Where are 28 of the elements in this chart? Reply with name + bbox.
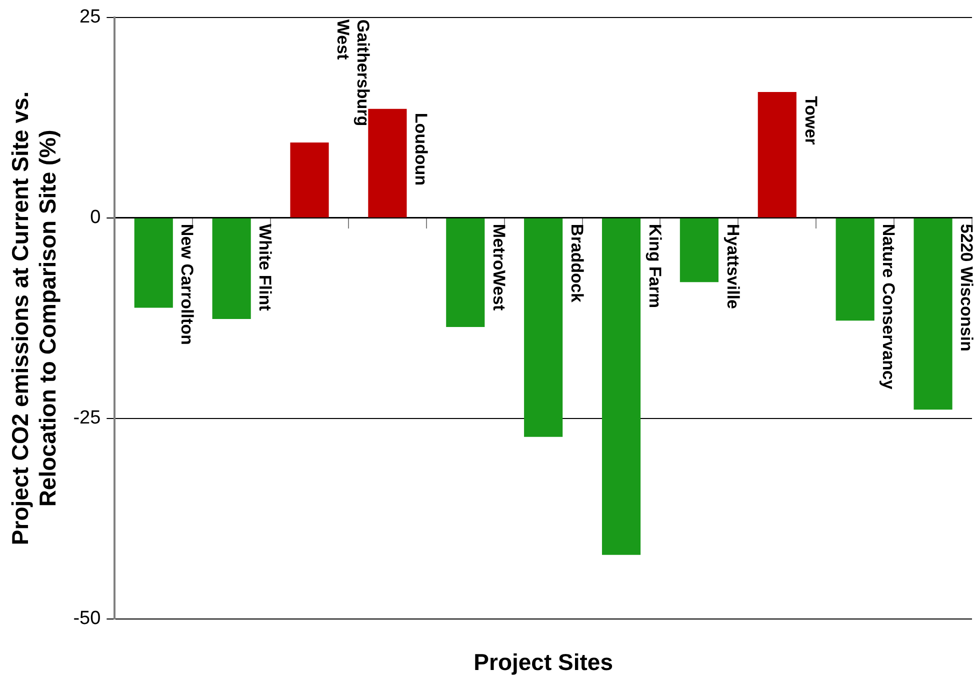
bar — [914, 218, 952, 410]
x-tick-label: White Flint — [256, 224, 275, 312]
bar — [446, 218, 485, 328]
bar — [836, 218, 874, 321]
x-tick-label: Tower — [801, 96, 820, 146]
bar — [212, 218, 251, 319]
x-tick-label: MetroWest — [489, 224, 508, 311]
bar — [758, 92, 796, 218]
x-tick-label: Loudoun — [412, 112, 431, 186]
x-tick-label: Braddock — [567, 224, 586, 303]
x-tick-label: Hyattsville — [723, 224, 742, 309]
y-tick-label: -25 — [73, 408, 101, 429]
y-tick-label: 25 — [80, 6, 101, 28]
y-tick-label: 0 — [90, 207, 101, 228]
x-tick-label: New Carrollton — [178, 224, 197, 345]
bar — [134, 218, 173, 308]
y-tick-label: -50 — [73, 608, 101, 630]
x-axis-title: Project Sites — [474, 648, 613, 675]
y-axis-title: Project CO2 emissions at Current Site vs. Relocation to Comparison Site (%) — [7, 91, 61, 546]
x-tick-label: Nature Conservancy — [879, 224, 898, 390]
x-tick-label: Gaithersburg West — [334, 19, 373, 126]
bar — [290, 142, 329, 218]
bar — [602, 218, 641, 555]
x-tick-label: King Farm — [645, 224, 664, 308]
bar — [680, 218, 718, 282]
x-tick-label: 5220 Wisconsin — [957, 224, 974, 352]
bar — [368, 108, 407, 218]
bar — [524, 218, 563, 437]
